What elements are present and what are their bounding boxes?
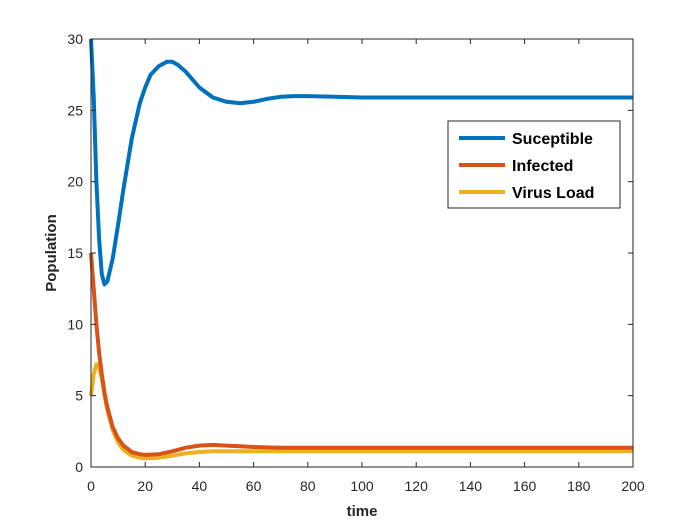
- series-line-0: [89, 38, 633, 287]
- axes-background: [91, 39, 633, 467]
- x-tick-label-1: 20: [137, 478, 153, 494]
- x-tick-label-8: 160: [513, 478, 537, 494]
- x-tick-label-5: 100: [350, 478, 374, 494]
- plot-area: [91, 39, 633, 467]
- legend: Suceptible Infected Virus Load: [447, 120, 621, 209]
- x-tick-label-3: 60: [246, 478, 262, 494]
- x-axis-label: time: [347, 503, 378, 520]
- y-tick-label-2: 10: [67, 316, 83, 332]
- x-tick-label-7: 140: [459, 478, 483, 494]
- legend-label-0: Suceptible: [512, 131, 593, 148]
- y-tick-label-4: 20: [67, 174, 83, 190]
- y-tick-label-5: 25: [67, 102, 83, 118]
- y-tick-label-3: 15: [67, 245, 83, 261]
- legend-label-1: Infected: [512, 158, 573, 175]
- x-tick-label-9: 180: [567, 478, 591, 494]
- y-tick-label-0: 0: [75, 459, 83, 475]
- ticks-layer: 0 20 40 60 80 100 120 140 160 180 200 0 5 10 15 20 25 30: [67, 31, 644, 494]
- legend-label-2: Virus Load: [512, 185, 594, 202]
- series-layer: [89, 38, 633, 461]
- x-tick-label-0: 0: [87, 478, 95, 494]
- x-tick-label-6: 120: [405, 478, 429, 494]
- x-tick-label-10: 200: [621, 478, 645, 494]
- y-tick-label-1: 5: [75, 388, 83, 404]
- y-axis-label: Population: [43, 214, 60, 292]
- x-tick-label-4: 80: [300, 478, 316, 494]
- y-tick-label-6: 30: [67, 31, 83, 47]
- x-tick-label-2: 40: [192, 478, 208, 494]
- series-line-1: [89, 252, 633, 457]
